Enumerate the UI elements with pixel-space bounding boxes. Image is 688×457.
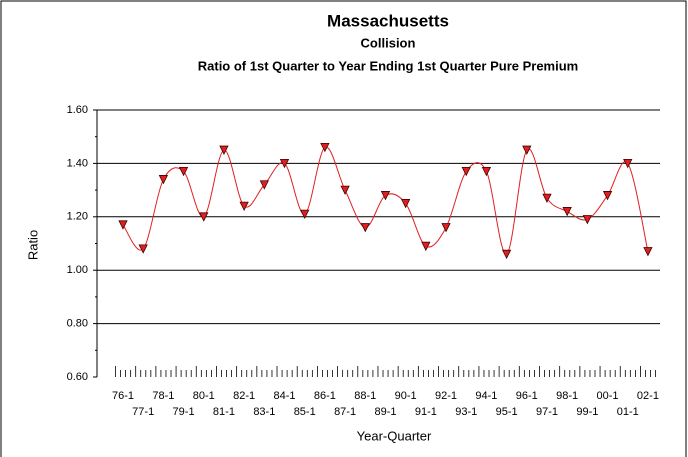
y-tick-label: 1.00 [67, 264, 88, 276]
marker [158, 175, 169, 185]
chart-subtitle: Collision [361, 35, 416, 50]
marker [562, 207, 572, 217]
x-tick-label: 02-1 [637, 390, 659, 402]
marker [401, 199, 411, 209]
x-tick-label: 83-1 [253, 406, 275, 418]
marker [340, 185, 350, 195]
marker [582, 215, 593, 225]
marker [643, 247, 653, 257]
x-tick-label: 86-1 [314, 390, 336, 402]
y-tick-label: 0.60 [67, 371, 88, 383]
x-tick-label: 88-1 [354, 390, 376, 402]
marker [421, 241, 431, 252]
x-tick-label: 94-1 [475, 390, 497, 402]
marker [219, 145, 229, 155]
x-tick-label: 89-1 [374, 406, 396, 418]
x-tick-label: 91-1 [415, 406, 437, 418]
marker [259, 180, 269, 190]
marker [461, 167, 471, 177]
y-tick-label: 1.40 [67, 157, 88, 169]
y-tick-label: 1.20 [67, 211, 88, 223]
marker [118, 220, 128, 230]
x-tick-label: 79-1 [173, 406, 195, 418]
x-tick-label: 98-1 [556, 390, 578, 402]
marker [522, 145, 532, 155]
marker [279, 159, 290, 169]
x-tick-label: 95-1 [496, 406, 518, 418]
x-tick-label: 01-1 [617, 406, 639, 418]
x-tick-label: 82-1 [233, 390, 255, 402]
marker [481, 167, 492, 177]
marker [138, 244, 148, 254]
x-tick-label: 76-1 [112, 390, 134, 402]
x-tick-label: 00-1 [597, 390, 619, 402]
x-tick-label: 84-1 [274, 390, 296, 402]
y-tick-label: 1.60 [67, 104, 88, 116]
chart-subtitle: Ratio of 1st Quarter to Year Ending 1st … [198, 58, 578, 73]
x-tick-label: 99-1 [576, 406, 598, 418]
x-tick-label: 81-1 [213, 406, 235, 418]
marker [441, 223, 451, 233]
marker [360, 223, 370, 233]
x-tick-label: 87-1 [334, 406, 356, 418]
marker [501, 249, 512, 260]
marker [300, 209, 310, 220]
x-tick-label: 90-1 [395, 390, 417, 402]
x-tick-label: 85-1 [294, 406, 316, 418]
marker [178, 167, 189, 177]
x-tick-label: 80-1 [193, 390, 215, 402]
marker [602, 191, 613, 201]
marker [380, 191, 391, 201]
marker [623, 159, 633, 169]
marker [320, 142, 330, 153]
x-tick-label: 78-1 [152, 390, 174, 402]
x-tick-label: 77-1 [132, 406, 154, 418]
x-tick-label: 92-1 [435, 390, 457, 402]
x-tick-label: 93-1 [455, 406, 477, 418]
marker [239, 201, 249, 212]
y-axis-label: Ratio [25, 230, 40, 260]
x-tick-label: 97-1 [536, 406, 558, 418]
chart-title: Massachusetts [327, 11, 449, 30]
marker [199, 212, 209, 222]
y-tick-label: 0.80 [67, 318, 88, 330]
x-tick-label: 96-1 [516, 390, 538, 402]
marker [542, 193, 552, 204]
x-axis-label: Year-Quarter [357, 428, 432, 443]
